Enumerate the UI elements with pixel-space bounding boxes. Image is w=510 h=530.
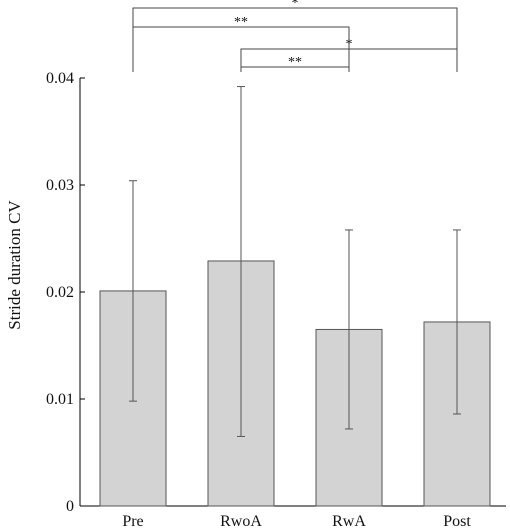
x-tick-label-pre: Pre bbox=[122, 513, 143, 530]
significance-label: * bbox=[346, 37, 353, 52]
x-tick-label-rwa: RwA bbox=[332, 513, 366, 530]
significance-label: * bbox=[292, 0, 299, 11]
significance-label: ** bbox=[288, 55, 302, 70]
y-tick-label: 0.02 bbox=[46, 284, 74, 301]
y-tick-label: 0 bbox=[66, 498, 74, 515]
significance-bracket bbox=[240, 48, 458, 72]
significance-bracket bbox=[240, 66, 350, 72]
significance-label: ** bbox=[234, 15, 248, 30]
y-tick-label: 0.01 bbox=[46, 391, 74, 408]
y-tick-label: 0.04 bbox=[46, 70, 74, 87]
y-tick-label: 0.03 bbox=[46, 177, 74, 194]
x-tick-label-post: Post bbox=[443, 513, 471, 530]
x-tick-label-rwoa: RwoA bbox=[220, 513, 262, 530]
y-axis-title: Stride duration CV bbox=[5, 200, 24, 330]
